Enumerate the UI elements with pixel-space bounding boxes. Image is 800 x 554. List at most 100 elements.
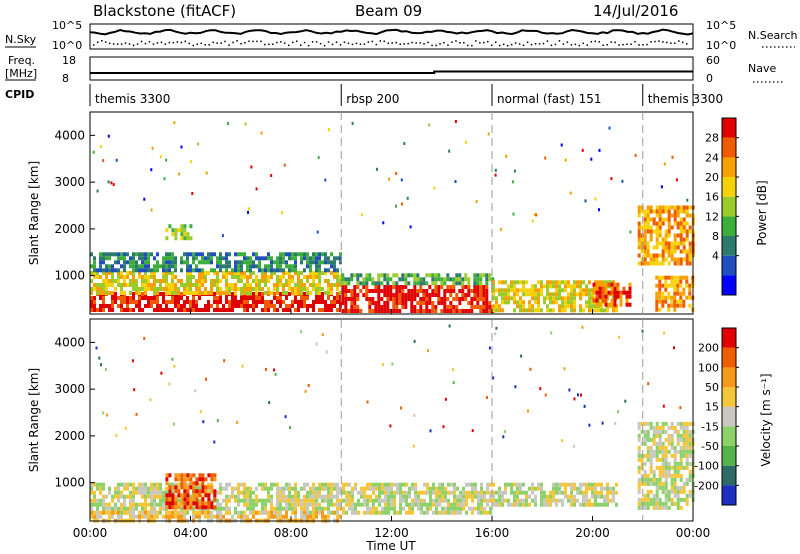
- power-cell: [234, 264, 237, 269]
- velocity-cell: [189, 497, 193, 502]
- power-cell: [573, 292, 576, 297]
- power-cell: [461, 289, 465, 293]
- colorbar-tick-label: 24: [705, 151, 719, 164]
- velocity-cell: [664, 489, 668, 494]
- power-cell: [294, 283, 297, 287]
- velocity-cell: [291, 506, 294, 511]
- power-cell: [664, 257, 668, 262]
- power-cell: [482, 285, 486, 289]
- noise-search-point: [510, 43, 513, 46]
- power-cell: [416, 273, 420, 278]
- power-cell: [476, 277, 480, 282]
- power-cell: [318, 275, 321, 279]
- colorbar-swatch: [722, 255, 736, 276]
- velocity-cell: [375, 506, 378, 511]
- velocity-cell: [429, 502, 432, 507]
- power-cell: [114, 279, 117, 283]
- velocity-cell: [688, 453, 692, 458]
- power-cell: [102, 260, 105, 265]
- power-cell: [682, 237, 686, 242]
- velocity-cell: [150, 486, 153, 491]
- velocity-cell: [667, 493, 671, 498]
- power-cell: [661, 253, 665, 258]
- power-cell: [403, 142, 406, 145]
- power-cell: [661, 209, 665, 214]
- velocity-cell: [159, 482, 162, 487]
- power-cell: [501, 288, 504, 293]
- power-cell: [328, 128, 330, 132]
- power-cell: [285, 296, 288, 300]
- power-cell: [549, 296, 552, 301]
- power-cell: [380, 297, 384, 301]
- power-cell: [525, 280, 528, 285]
- velocity-cell: [588, 502, 591, 507]
- velocity-cell: [105, 494, 108, 499]
- velocity-cell: [90, 514, 93, 519]
- power-cell: [216, 256, 219, 261]
- power-cell: [682, 229, 686, 234]
- power-cell: [398, 293, 402, 297]
- power-cell: [303, 287, 306, 291]
- velocity-cell: [144, 510, 147, 515]
- power-cell: [99, 260, 102, 265]
- power-cell: [398, 289, 402, 293]
- power-cell: [499, 227, 502, 231]
- power-cell: [336, 275, 339, 279]
- power-cell: [473, 285, 477, 289]
- velocity-cell: [501, 494, 504, 499]
- power-cell: [546, 280, 549, 285]
- power-cell: [664, 241, 668, 246]
- power-cell: [144, 279, 147, 283]
- power-cell: [640, 233, 644, 238]
- velocity-cell: [426, 506, 429, 511]
- power-cell: [249, 283, 252, 287]
- noise-search-point: [240, 43, 242, 45]
- power-cell: [501, 308, 504, 313]
- power-cell: [452, 289, 456, 293]
- power-cell: [114, 300, 117, 304]
- velocity-cell: [647, 382, 650, 386]
- velocity-cell: [264, 510, 267, 515]
- power-cell: [682, 205, 686, 210]
- power-cell: [401, 285, 405, 289]
- velocity-cell: [646, 453, 650, 458]
- power-cell: [321, 260, 324, 265]
- power-cell: [312, 304, 315, 308]
- power-cell: [228, 300, 231, 304]
- power-cell: [452, 305, 456, 309]
- velocity-cell: [513, 490, 516, 495]
- power-cell: [102, 300, 105, 304]
- power-cell: [492, 308, 495, 313]
- power-cell: [237, 287, 240, 291]
- power-cell: [276, 264, 279, 269]
- power-cell: [258, 292, 261, 296]
- velocity-cell: [417, 506, 420, 511]
- velocity-cell: [288, 490, 291, 495]
- power-cell: [452, 277, 456, 282]
- noise-search-point: [256, 40, 258, 43]
- noise-right-tick-bottom: 10^0: [706, 39, 736, 52]
- power-cell: [162, 275, 165, 279]
- velocity-cell: [201, 485, 205, 490]
- velocity-cell: [564, 490, 567, 495]
- velocity-cell: [252, 506, 255, 511]
- power-cell: [640, 257, 644, 262]
- power-cell: [219, 296, 222, 300]
- velocity-cell: [448, 324, 451, 328]
- power-cell: [673, 291, 677, 296]
- velocity-cell: [171, 501, 175, 506]
- power-cell: [210, 256, 213, 261]
- velocity-cell: [186, 482, 189, 487]
- velocity-cell: [198, 473, 202, 478]
- power-cell: [143, 197, 146, 201]
- power-cell: [246, 287, 249, 291]
- power-cell: [546, 292, 549, 297]
- power-cell: [649, 209, 653, 214]
- power-cell: [147, 296, 150, 300]
- noise-search-point: [164, 43, 167, 45]
- power-cell: [670, 241, 674, 246]
- power-cell: [464, 285, 468, 289]
- power-cell: [621, 179, 624, 183]
- velocity-cell: [640, 501, 644, 506]
- power-cell: [225, 296, 228, 300]
